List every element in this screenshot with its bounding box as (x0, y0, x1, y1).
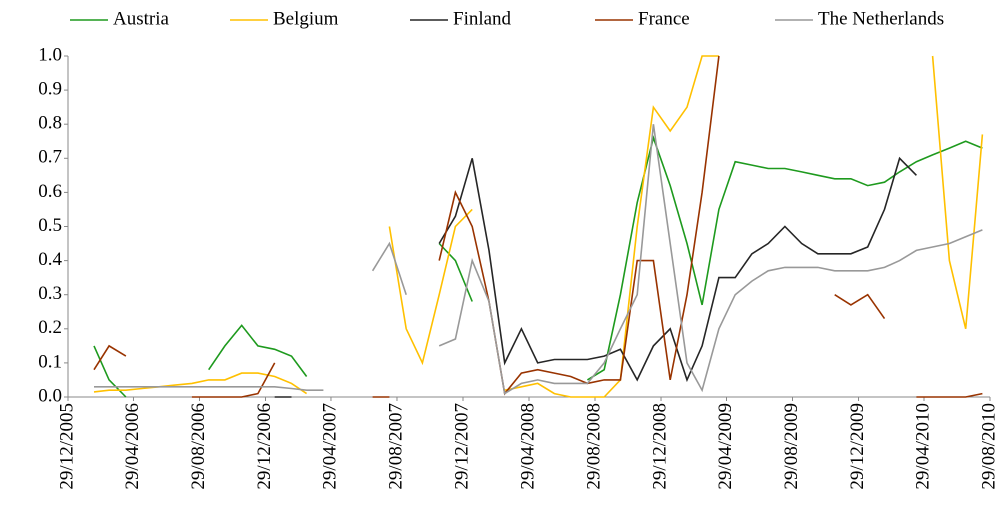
series-line (93, 55, 983, 398)
x-tick-label: 29/12/2009 (847, 403, 868, 490)
x-tick-label: 29/12/2005 (56, 403, 77, 490)
x-tick-label: 29/04/2007 (319, 403, 340, 490)
y-tick-label: 0.8 (38, 113, 62, 134)
x-tick-label: 29/08/2006 (188, 403, 209, 490)
legend-label: Finland (453, 8, 512, 29)
x-tick-label: 29/08/2007 (385, 403, 406, 490)
x-tick-label: 29/08/2010 (978, 403, 995, 490)
legend-label: Austria (113, 8, 170, 29)
y-tick-label: 0.4 (38, 249, 62, 270)
series-line (274, 156, 917, 398)
x-tick-label: 29/12/2008 (649, 403, 670, 490)
y-tick-label: 0.0 (38, 385, 62, 406)
y-tick-label: 0.1 (38, 351, 62, 372)
legend-label: Belgium (273, 8, 339, 29)
x-tick-label: 29/08/2009 (781, 403, 802, 490)
series-line (93, 135, 983, 398)
x-tick-label: 29/04/2008 (517, 403, 538, 490)
y-tick-label: 0.9 (38, 78, 62, 99)
y-tick-label: 0.7 (38, 147, 62, 168)
x-tick-label: 29/12/2006 (254, 403, 275, 490)
y-tick-label: 0.3 (38, 283, 62, 304)
y-tick-label: 1.0 (38, 44, 62, 65)
x-tick-label: 29/04/2009 (715, 403, 736, 490)
x-tick-label: 29/12/2007 (451, 403, 472, 490)
legend-label: France (638, 8, 690, 29)
series-line (94, 124, 983, 395)
x-tick-label: 29/08/2008 (583, 403, 604, 490)
series-line (93, 55, 984, 398)
y-tick-label: 0.5 (38, 215, 62, 236)
x-tick-label: 29/04/2006 (122, 403, 143, 490)
legend-label: The Netherlands (818, 8, 944, 29)
y-tick-label: 0.6 (38, 181, 62, 202)
x-tick-label: 29/04/2010 (912, 403, 933, 490)
y-tick-label: 0.2 (38, 317, 62, 338)
